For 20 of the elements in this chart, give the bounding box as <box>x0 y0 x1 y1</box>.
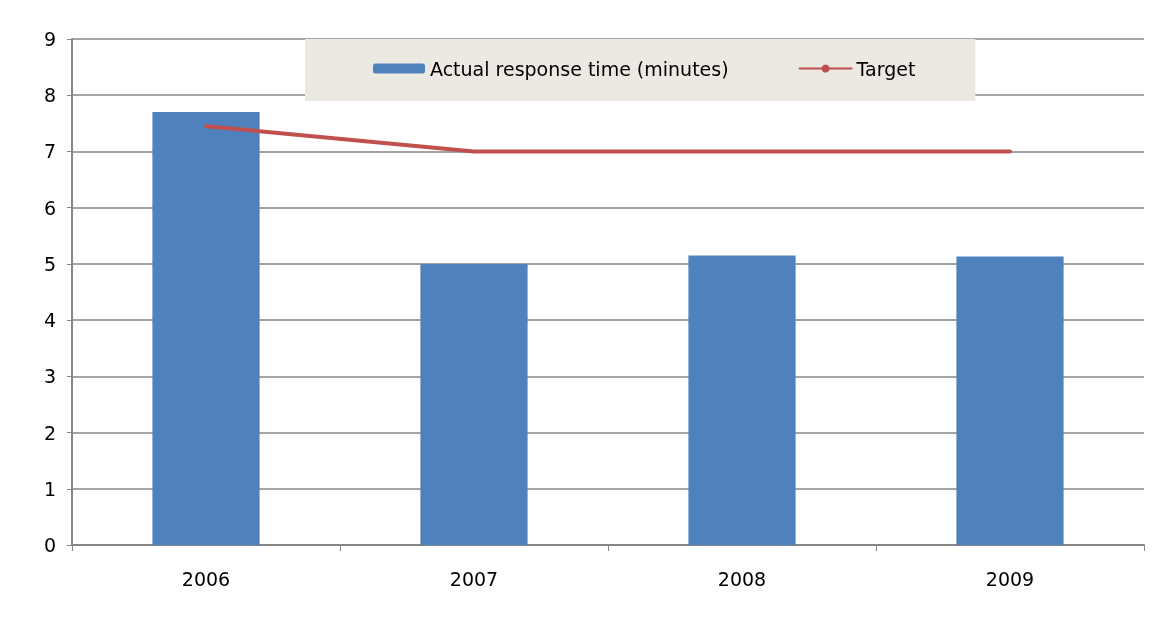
legend-label: Target <box>855 57 916 80</box>
y-tick-label: 2 <box>43 421 56 444</box>
x-tick-label: 2006 <box>181 567 231 590</box>
y-tick-label: 9 <box>43 28 56 50</box>
y-tick-label: 1 <box>43 477 56 500</box>
bar <box>420 263 528 545</box>
y-tick-label: 6 <box>43 196 56 219</box>
y-tick-label: 7 <box>43 140 56 163</box>
y-tick-label: 3 <box>43 365 56 388</box>
bar <box>956 256 1064 545</box>
x-tick-label: 2007 <box>449 567 499 590</box>
y-tick-label: 0 <box>43 534 56 556</box>
bar <box>688 255 796 545</box>
legend-label: Actual response time (minutes) <box>430 57 729 80</box>
y-tick-label: 4 <box>43 309 56 332</box>
y-tick-label: 8 <box>43 84 56 107</box>
y-tick-label: 5 <box>43 252 56 275</box>
bar <box>152 112 260 545</box>
x-tick-label: 2009 <box>985 567 1035 590</box>
x-tick-label: 2008 <box>717 567 767 590</box>
